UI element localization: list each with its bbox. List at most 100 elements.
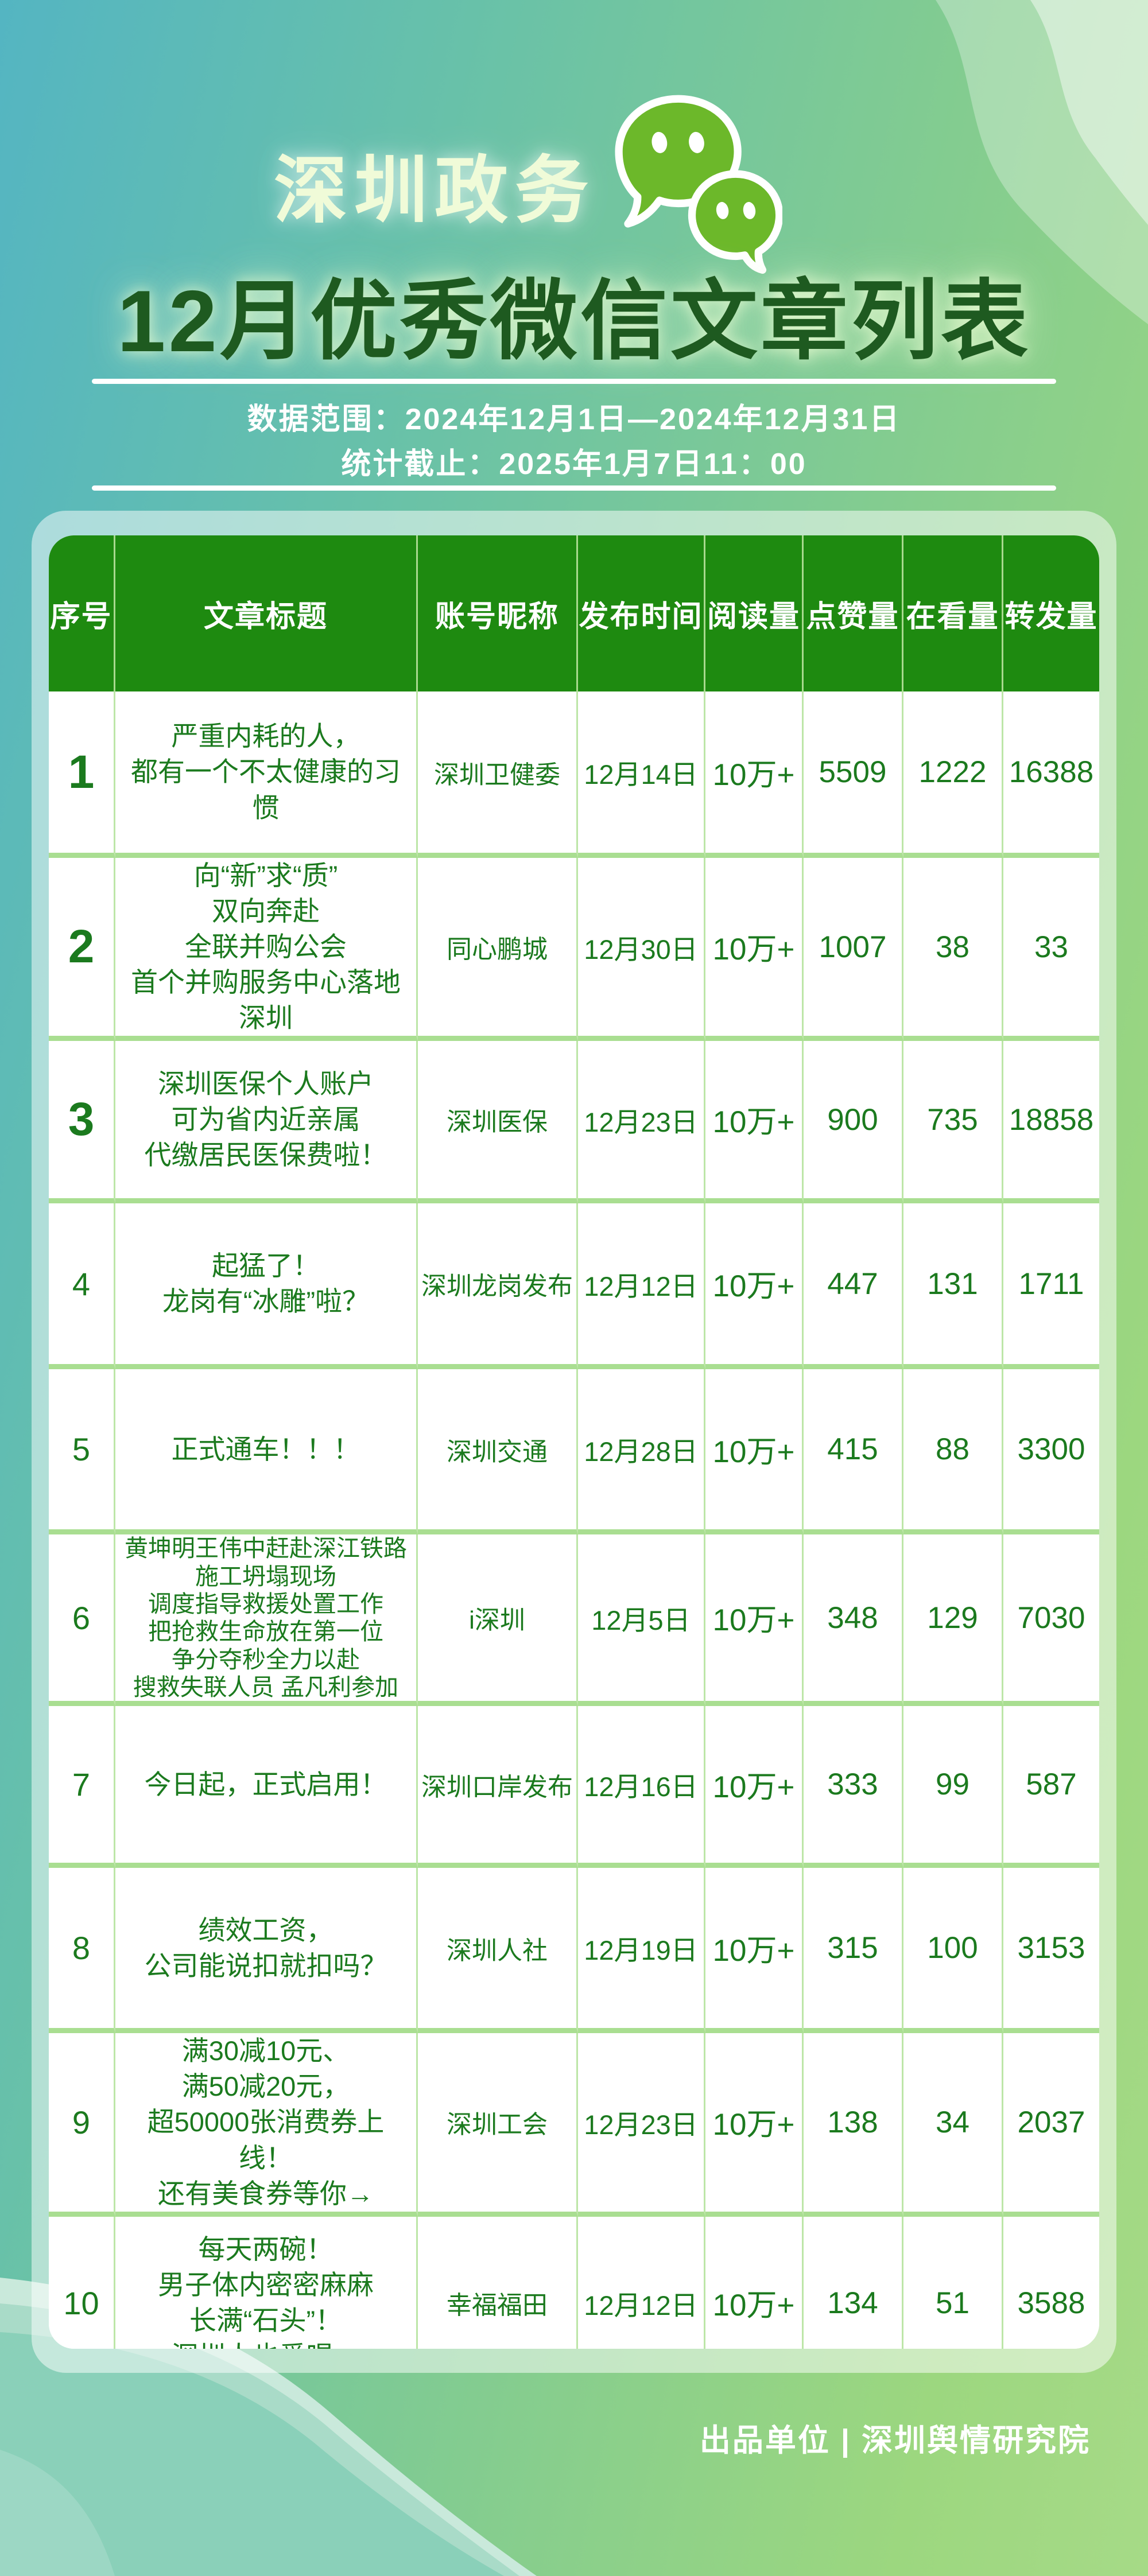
article-title-cell: 每天两碗！ 男子体内密密麻麻 长满“石头”！ 深圳人也爱喝→ [115,2216,418,2349]
watching-cell: 99 [903,1706,1003,1868]
reads-cell: 10万+ [705,1041,804,1204]
likes-cell: 5509 [804,691,903,858]
column-header-shares: 转发量 [1003,535,1099,691]
serial-cell: 5 [49,1369,115,1535]
shares-cell: 2037 [1003,2033,1099,2217]
article-title-cell: 正式通车！！！ [115,1369,418,1535]
article-table: 序号 文章标题 账号昵称 发布时间 阅读量 点赞量 在看量 转发量 1 严重内耗的… [49,535,1099,2349]
serial-cell: 10 [49,2216,115,2349]
publish-date-cell: 12月16日 [578,1706,705,1868]
article-table-container: 序号 文章标题 账号昵称 发布时间 阅读量 点赞量 在看量 转发量 1 严重内耗的… [49,535,1099,2349]
watching-cell: 38 [903,858,1003,1042]
table-row: 3 深圳医保个人账户 可为省内近亲属 代缴居民医保费啦！ 深圳医保 12月23日 10万… [49,1041,1099,1204]
shares-cell: 33 [1003,858,1099,1042]
reads-cell: 10万+ [705,1868,804,2034]
reads-cell: 10万+ [705,691,804,858]
table-row: 5 正式通车！！！ 深圳交通 12月28日 10万+ 415 88 3300 [49,1369,1099,1535]
wechat-icon [615,89,782,278]
publish-date-cell: 12月5日 [578,1534,705,1707]
reads-cell: 10万+ [705,858,804,1042]
watching-cell: 129 [903,1534,1003,1707]
publish-date-cell: 12月12日 [578,1203,705,1370]
table-row: 7 今日起，正式启用！ 深圳口岸发布 12月16日 10万+ 333 99 587 [49,1706,1099,1868]
serial-cell: 4 [49,1203,115,1370]
likes-cell: 415 [804,1369,903,1535]
likes-cell: 447 [804,1203,903,1370]
watching-cell: 735 [903,1041,1003,1204]
likes-cell: 348 [804,1534,903,1707]
article-title-cell: 起猛了！ 龙岗有“冰雕”啦？ [115,1203,418,1370]
watching-cell: 51 [903,2216,1003,2349]
account-cell: i深圳 [418,1534,578,1707]
publish-date-cell: 12月14日 [578,691,705,858]
account-cell: 深圳口岸发布 [418,1706,578,1868]
account-cell: 深圳龙岗发布 [418,1203,578,1370]
article-title-cell: 黄坤明王伟中赶赴深江铁路 施工坍塌现场 调度指导救援处置工作 把抢救生命放在第一… [115,1534,418,1707]
header: 深圳政务 [0,89,1102,278]
table-row: 4 起猛了！ 龙岗有“冰雕”啦？ 深圳龙岗发布 12月12日 10万+ 447 131 171… [49,1203,1099,1370]
table-card: 序号 文章标题 账号昵称 发布时间 阅读量 点赞量 在看量 转发量 1 严重内耗的… [32,511,1116,2373]
serial-cell: 9 [49,2033,115,2217]
shares-cell: 1711 [1003,1203,1099,1370]
publish-date-cell: 12月23日 [578,2033,705,2217]
shares-cell: 18858 [1003,1041,1099,1204]
account-cell: 幸福福田 [418,2216,578,2349]
serial-cell: 3 [49,1041,115,1204]
account-cell: 深圳医保 [418,1041,578,1204]
producer-credit: 出品单位 | 深圳舆情研究院 [699,2423,1091,2458]
column-header-title: 文章标题 [115,535,418,691]
column-header-likes: 点赞量 [804,535,903,691]
watching-cell: 1222 [903,691,1003,858]
publish-date-cell: 12月28日 [578,1369,705,1535]
publish-date-cell: 12月30日 [578,858,705,1042]
likes-cell: 315 [804,1868,903,2034]
watching-cell: 34 [903,2033,1003,2217]
serial-cell: 6 [49,1534,115,1707]
article-title-cell: 严重内耗的人， 都有一个不太健康的习惯 [115,691,418,858]
likes-cell: 134 [804,2216,903,2349]
meta-divider-top [92,379,1056,384]
shares-cell: 3153 [1003,1868,1099,2034]
column-header-account: 账号昵称 [418,535,578,691]
meta-divider-bottom [92,485,1056,491]
column-header-serial: 序号 [49,535,115,691]
table-row: 9 满30减10元、 满50减20元， 超50000张消费券上线！ 还有美食券等你… [49,2033,1099,2217]
serial-cell: 8 [49,1868,115,2034]
publish-date-cell: 12月19日 [578,1868,705,2034]
account-cell: 深圳卫健委 [418,691,578,858]
table-row: 1 严重内耗的人， 都有一个不太健康的习惯 深圳卫健委 12月14日 10万+ 5509 1… [49,691,1099,858]
likes-cell: 900 [804,1041,903,1204]
column-header-watch: 在看量 [903,535,1003,691]
article-title-cell: 向“新”求“质” 双向奔赴 全联并购公会 首个并购服务中心落地深圳 [115,858,418,1042]
serial-cell: 7 [49,1706,115,1868]
reads-cell: 10万+ [705,1203,804,1370]
watching-cell: 88 [903,1369,1003,1535]
watching-cell: 131 [903,1203,1003,1370]
shares-cell: 587 [1003,1706,1099,1868]
article-title-cell: 深圳医保个人账户 可为省内近亲属 代缴居民医保费啦！ [115,1041,418,1204]
account-cell: 深圳交通 [418,1369,578,1535]
likes-cell: 1007 [804,858,903,1042]
account-cell: 同心鹏城 [418,858,578,1042]
reads-cell: 10万+ [705,1369,804,1535]
reads-cell: 10万+ [705,1706,804,1868]
column-header-date: 发布时间 [578,535,705,691]
reads-cell: 10万+ [705,2216,804,2349]
table-row: 6 黄坤明王伟中赶赴深江铁路 施工坍塌现场 调度指导救援处置工作 把抢救生命放在第… [49,1534,1099,1707]
shares-cell: 3588 [1003,2216,1099,2349]
likes-cell: 333 [804,1706,903,1868]
shares-cell: 16388 [1003,691,1099,858]
article-title-cell: 今日起，正式启用！ [115,1706,418,1868]
table-header-row: 序号 文章标题 账号昵称 发布时间 阅读量 点赞量 在看量 转发量 [49,535,1099,691]
reads-cell: 10万+ [705,2033,804,2217]
stats-deadline-label: 统计截止：2025年1月7日11：00 [341,448,807,481]
column-header-reads: 阅读量 [705,535,804,691]
shares-cell: 7030 [1003,1534,1099,1707]
article-title-cell: 满30减10元、 满50减20元， 超50000张消费券上线！ 还有美食券等你→ [115,2033,418,2217]
publish-date-cell: 12月12日 [578,2216,705,2349]
page-title: 12月优秀微信文章列表 [117,273,1031,370]
table-row: 2 向“新”求“质” 双向奔赴 全联并购公会 首个并购服务中心落地深圳 同心鹏城 12… [49,858,1099,1042]
serial-cell: 2 [49,858,115,1042]
account-cell: 深圳工会 [418,2033,578,2217]
likes-cell: 138 [804,2033,903,2217]
